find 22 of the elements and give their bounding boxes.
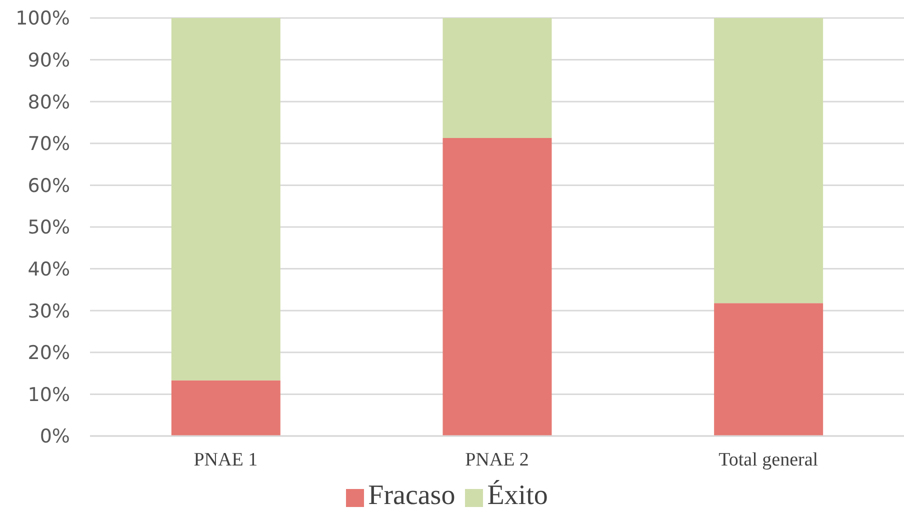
y-tick-label: 30% <box>28 300 70 322</box>
y-tick-label: 40% <box>28 258 70 281</box>
x-tick-label: PNAE 2 <box>465 449 529 470</box>
bar <box>171 380 280 436</box>
y-tick-label: 70% <box>28 133 70 156</box>
y-tick-label: 60% <box>28 174 70 197</box>
bar <box>714 18 824 304</box>
y-tick-label: 50% <box>28 216 70 239</box>
y-tick-label: 90% <box>28 50 70 72</box>
y-tick-label: 80% <box>28 91 70 114</box>
bar <box>171 18 280 380</box>
y-tick-label: 20% <box>28 342 70 364</box>
x-tick-label: Total general <box>718 449 818 470</box>
y-tick-label: 0% <box>40 426 70 448</box>
legend-label: Fracaso <box>368 480 456 511</box>
bar <box>442 18 552 138</box>
bar <box>442 138 552 436</box>
y-tick-label: 100% <box>16 8 70 30</box>
legend-label: Éxito <box>487 480 548 511</box>
bar <box>714 303 824 436</box>
x-tick-label: PNAE 1 <box>194 449 258 470</box>
y-tick-label: 10% <box>28 384 70 406</box>
